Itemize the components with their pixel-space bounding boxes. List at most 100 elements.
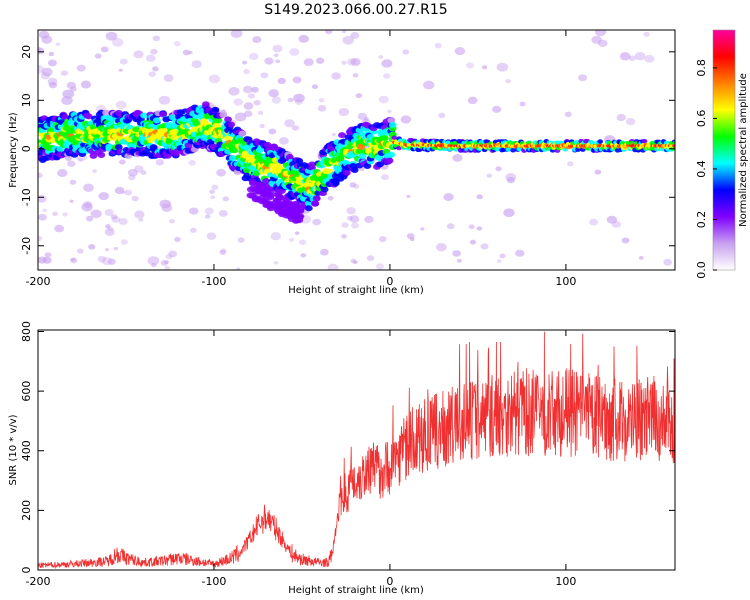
spectrogram-cell [378,236,387,243]
spectrogram-cell [291,209,299,216]
spectrogram-cell [84,113,93,120]
spectrogram-cell [140,170,147,176]
spectrogram-cell [643,31,650,37]
snr-xtick-label: -200 [26,575,51,588]
spectrogram-cell [350,222,359,229]
snr-ticks: -200 -100 0 100 0 200 400 600 800 [20,321,675,588]
spectrogram-cell [211,106,220,113]
spectrogram-cell [38,30,50,39]
spectrogram-cell [352,73,359,78]
spectrogram-cell [308,161,316,168]
spectrogram-cell [341,60,347,65]
spectrogram-cell [118,159,126,165]
spectrogram-cell [435,242,447,252]
spectrogram-cell [260,72,269,79]
spectrogram-cell [40,72,51,80]
spectrogram-xlabel: Height of straight line (km) [288,285,424,296]
figure-title: S149.2023.066.00.27.R15 [264,2,447,18]
spectrogram-cell [182,49,191,56]
snr-xtick-label: 100 [555,575,576,588]
spectrogram-cell [340,234,347,239]
spectrogram-cell [104,208,114,216]
snr-series-line [38,331,675,570]
spectrogram-cell [206,232,217,240]
spectrogram-cell [88,244,96,250]
spectrogram-cell [402,49,410,55]
spectrogram-cell [42,208,47,213]
spectrogram-cell [325,30,333,35]
spectrogram-cell [469,239,477,245]
spectrogram-cell [505,147,512,152]
spectrogram-cell [204,214,211,219]
spectrogram-cell [355,93,363,99]
spectrogram-cell [113,246,119,251]
spectrogram-cell [41,67,53,77]
spectrogram-cell [279,137,289,145]
spectrogram-cell [92,169,97,173]
spectrogram-cell [155,159,165,166]
spectrogram-cell [147,256,160,266]
spectrogram-cell [191,60,202,69]
spectrogram-cell [375,263,385,270]
spectrogram-cell [280,201,288,208]
spectrogram-cell [69,179,77,185]
spectrogram-cell [219,249,227,256]
spectrogram-cell [466,62,475,69]
spectrogram-cell [621,237,630,244]
spectrogram-cell [349,215,360,223]
spectrogram-cell [192,120,201,127]
spectrogram-cell [331,72,341,80]
spectrogram-cell [224,116,232,123]
spectrogram-cell [262,191,271,198]
spectrogram-cell [505,78,511,84]
spectrogram-cell [312,195,321,202]
spectrogram-cell [190,227,197,233]
spectrogram-cell [259,123,265,129]
spectrogram-cell [317,104,327,112]
spectrogram-cell [219,111,228,118]
spectrogram-cell [62,89,75,99]
spectrogram-cell [264,57,274,65]
spectrogram-cell [515,249,525,257]
spectrogram-cell [120,239,128,245]
spectrogram-cell [476,194,483,200]
spectrogram-cell [597,139,604,144]
spectrogram-cell [350,58,361,66]
spectrogram-cell [150,48,158,55]
spectrogram-cell [152,117,161,124]
spectrogram-cell [338,107,350,117]
spectrogram-cell [378,95,389,104]
spectrogram-ytick-label: 20 [20,45,33,59]
spectrogram-cell [76,64,86,72]
spectrogram-cell [341,222,349,228]
spectrogram-cell [312,218,321,226]
spectrogram-cell [468,224,475,230]
spectrogram-cell [358,153,367,160]
spectrogram-cell [76,248,84,254]
spectrogram-cell [54,224,65,233]
spectrogram-cell [495,166,502,172]
spectrogram-cell [228,87,240,96]
spectrogram-ytick-label: 10 [20,93,33,107]
spectrogram-cell [591,35,602,44]
spectrogram-cell [236,267,241,270]
spectrogram-cell [385,157,394,164]
spectrogram-cell [492,105,502,113]
spectrogram-cell [242,60,248,65]
spectrogram-cell [357,143,365,150]
spectrogram-cell [476,226,483,231]
spectrogram-cell [287,97,294,103]
spectrogram-cell [406,233,415,240]
spectrogram-cell [230,30,243,38]
colorbar-label: Normalized spectral amplitude [738,73,749,227]
spectrogram-cell [273,53,279,58]
spectrogram-frame [37,29,676,271]
spectrogram-cell [503,208,515,218]
spectrogram-cell [265,186,274,193]
spectrogram-cell [159,199,171,209]
spectrogram-cell [273,261,279,265]
spectrogram-cell [38,213,47,221]
spectrogram-cell [237,237,245,243]
